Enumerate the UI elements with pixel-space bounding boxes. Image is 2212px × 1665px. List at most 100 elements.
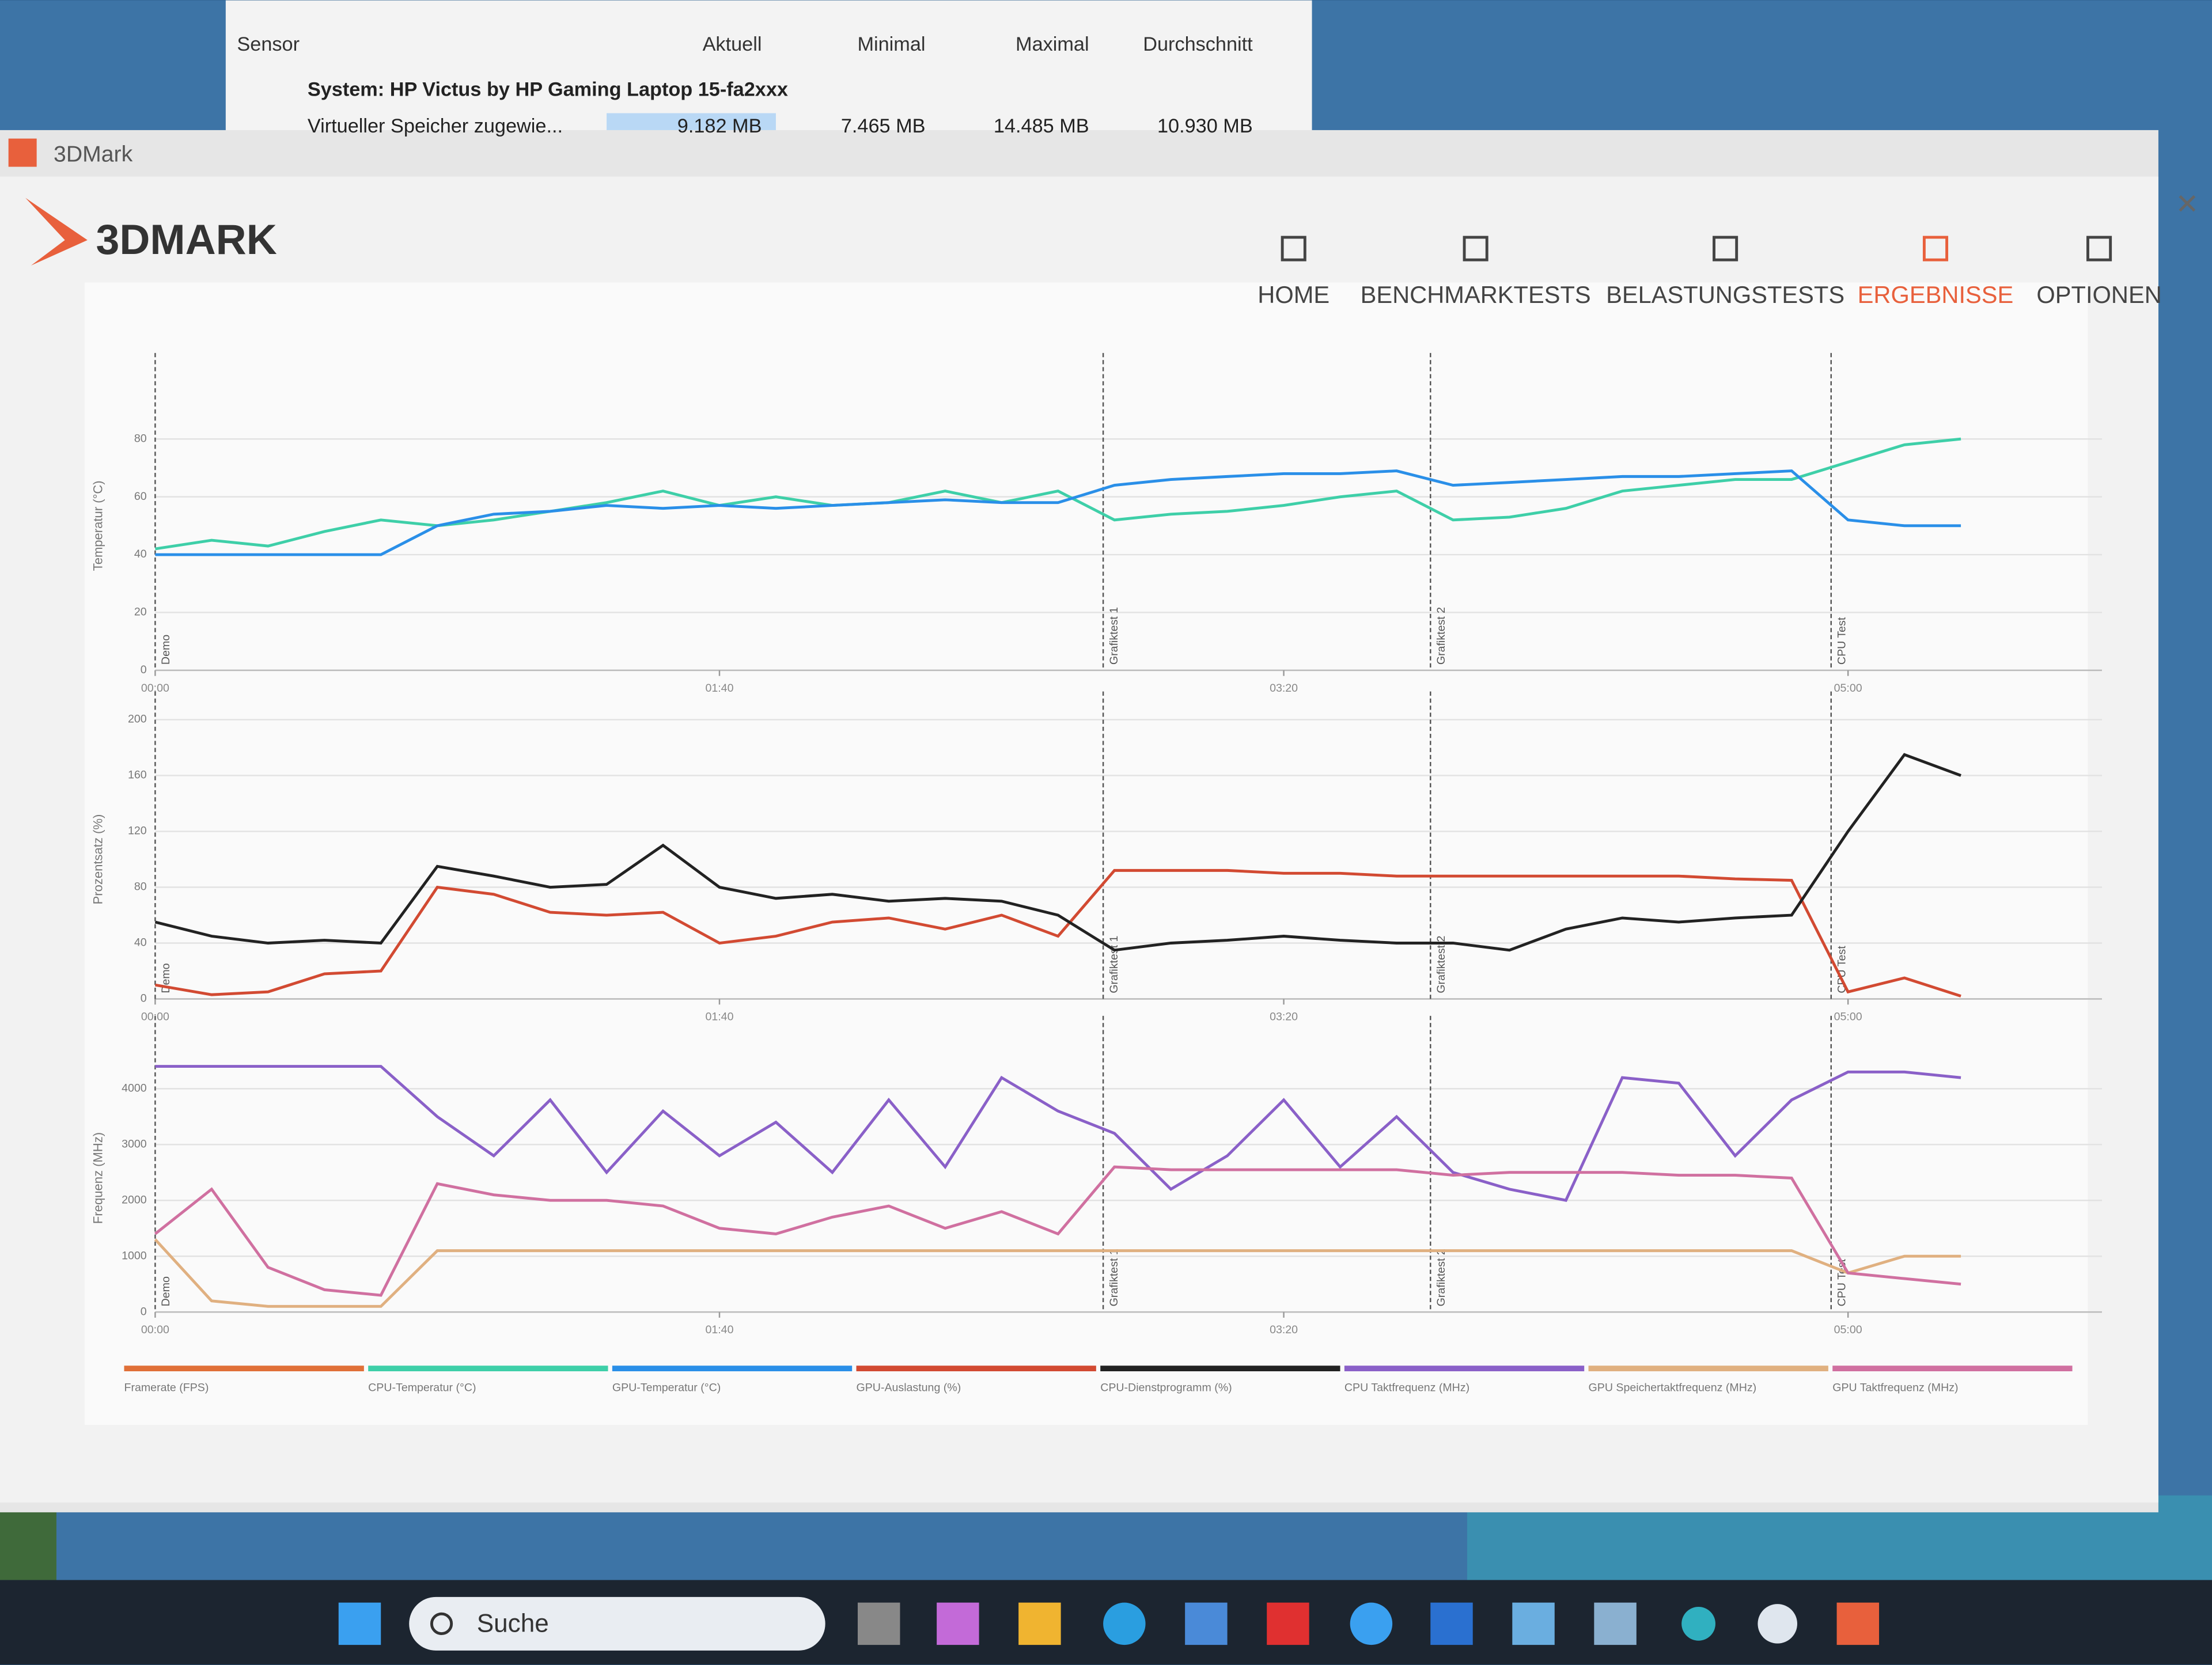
- legend-label: GPU-Temperatur (°C): [612, 1382, 721, 1394]
- series-line: [154, 868, 1961, 998]
- legend-label: GPU-Auslastung (%): [857, 1382, 961, 1394]
- series-line: [154, 1165, 1961, 1297]
- app-icon[interactable]: [1018, 1602, 1061, 1645]
- x-tick-label: 01:40: [705, 682, 733, 695]
- app-icon[interactable]: [1512, 1602, 1555, 1645]
- y-tick-label: 120: [128, 825, 147, 837]
- start-button[interactable]: [338, 1602, 381, 1645]
- sensor-cell: 7.465 MB: [841, 115, 926, 137]
- sensor-cell: System: HP Victus by HP Gaming Laptop 15…: [308, 78, 788, 100]
- nav-item[interactable]: ERGEBNISSE: [1858, 281, 2014, 308]
- column-header: Durchschnitt: [1143, 33, 1253, 55]
- taskbar-apps: [857, 1602, 1880, 1645]
- close-button[interactable]: ✕: [2175, 189, 2199, 220]
- results-panel: [84, 282, 2088, 1425]
- sensor-cell: 9.182 MB: [677, 115, 762, 137]
- y-axis-label: Temperatur (°C): [90, 480, 105, 571]
- nav-item[interactable]: BELASTUNGSTESTS: [1606, 281, 1844, 308]
- x-tick-label: 00:00: [141, 682, 169, 695]
- y-tick-label: 0: [141, 1305, 147, 1318]
- column-header: Minimal: [857, 33, 925, 55]
- legend-label: GPU Taktfrequenz (MHz): [1832, 1382, 1958, 1394]
- phase-label: CPU Test: [1836, 946, 1849, 993]
- nav-item[interactable]: BENCHMARKTESTS: [1361, 281, 1591, 308]
- y-tick-label: 4000: [122, 1082, 147, 1095]
- x-tick-label: 03:20: [1270, 1010, 1298, 1023]
- legend-label: Framerate (FPS): [124, 1382, 209, 1394]
- phase-label: Demo: [160, 635, 172, 665]
- phase-label: Grafiktest 2: [1435, 1249, 1448, 1306]
- series-line: [154, 1238, 1961, 1308]
- legend-label: CPU-Dienstprogramm (%): [1100, 1382, 1232, 1394]
- y-tick-label: 0: [141, 992, 147, 1005]
- x-tick-label: 03:20: [1270, 682, 1298, 695]
- app-icon[interactable]: [1185, 1602, 1228, 1645]
- x-tick-label: 00:00: [141, 1323, 169, 1336]
- nav-item[interactable]: HOME: [1257, 281, 1330, 308]
- search-text: Suche: [477, 1609, 549, 1637]
- app-icon[interactable]: [857, 1602, 900, 1645]
- app-icon[interactable]: [1430, 1602, 1473, 1645]
- series-line: [155, 437, 1961, 551]
- window-title: 3DMark: [54, 142, 133, 166]
- nav-item[interactable]: OPTIONEN: [2036, 281, 2161, 308]
- y-tick-label: 200: [128, 713, 147, 726]
- x-tick-label: 01:40: [705, 1010, 733, 1023]
- y-tick-label: 60: [134, 490, 147, 503]
- column-header: Aktuell: [703, 33, 762, 55]
- y-tick-label: 80: [134, 881, 147, 893]
- x-tick-label: 05:00: [1834, 1010, 1862, 1023]
- y-tick-label: 40: [134, 936, 147, 949]
- phase-label: Grafiktest 1: [1108, 1249, 1120, 1306]
- sensor-cell: 14.485 MB: [994, 115, 1089, 137]
- nav-icon: [1713, 236, 1738, 261]
- app-icon[interactable]: [1594, 1602, 1637, 1645]
- x-tick-label: 05:00: [1834, 682, 1862, 695]
- window-icon: [8, 138, 37, 167]
- phase-label: Grafiktest 2: [1435, 607, 1448, 665]
- series-line: [155, 1065, 1961, 1202]
- app-icon[interactable]: [1836, 1602, 1880, 1645]
- phase-label: Grafiktest 1: [1108, 936, 1120, 993]
- app-icon[interactable]: [1350, 1602, 1393, 1645]
- series-line: [154, 753, 1961, 952]
- x-tick-label: 03:20: [1270, 1323, 1298, 1336]
- y-tick-label: 0: [141, 663, 147, 676]
- phase-label: CPU Test: [1836, 1258, 1849, 1306]
- search-box[interactable]: [409, 1596, 825, 1651]
- y-axis-label: Prozentsatz (%): [90, 814, 105, 905]
- app-icon[interactable]: [1681, 1606, 1715, 1641]
- sensor-cell: Virtueller Speicher zugewie...: [308, 115, 563, 137]
- nav-icon: [2086, 236, 2112, 261]
- y-tick-label: 3000: [122, 1138, 147, 1151]
- phase-label: Grafiktest 1: [1108, 607, 1120, 665]
- y-tick-label: 160: [128, 769, 147, 782]
- nav-icon: [1463, 236, 1488, 261]
- sensor-cell: 10.930 MB: [1157, 115, 1253, 137]
- y-tick-label: 1000: [122, 1249, 147, 1262]
- phase-label: Demo: [160, 1276, 172, 1306]
- phase-label: CPU Test: [1836, 617, 1849, 665]
- y-tick-label: 20: [134, 606, 147, 619]
- y-tick-label: 80: [134, 432, 147, 445]
- legend-label: CPU Taktfrequenz (MHz): [1344, 1382, 1469, 1394]
- y-tick-label: 40: [134, 548, 147, 560]
- app-icon[interactable]: [1758, 1604, 1797, 1644]
- series-line: [155, 469, 1961, 556]
- x-tick-label: 05:00: [1834, 1323, 1862, 1336]
- legend-label: CPU-Temperatur (°C): [368, 1382, 476, 1394]
- y-tick-label: 2000: [122, 1193, 147, 1206]
- app-icon[interactable]: [937, 1602, 979, 1645]
- y-axis-label: Frequenz (MHz): [90, 1132, 105, 1224]
- app-icon[interactable]: [1267, 1602, 1309, 1645]
- logo: 3DMARK: [96, 215, 277, 263]
- app-icon[interactable]: [1103, 1602, 1146, 1645]
- column-header: Maximal: [1016, 33, 1089, 55]
- legend-label: GPU Speichertaktfrequenz (MHz): [1589, 1382, 1757, 1394]
- nav-icon: [1281, 236, 1306, 261]
- phase-label: Grafiktest 2: [1435, 936, 1448, 993]
- logo-mark: [25, 198, 88, 266]
- x-tick-label: 01:40: [705, 1323, 733, 1336]
- column-header: Sensor: [237, 33, 300, 55]
